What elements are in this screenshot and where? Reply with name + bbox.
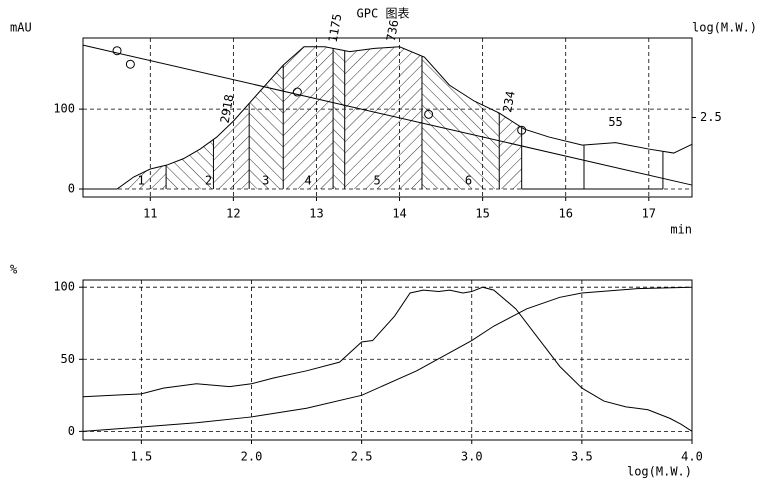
annotation: 234 — [500, 90, 518, 114]
x-tick-label: 16 — [558, 207, 572, 221]
x-axis-label: log(M.W.) — [627, 465, 692, 479]
x-tick-label: 11 — [143, 207, 157, 221]
y2-tick-label: 2.5 — [700, 110, 722, 124]
slice-hatch — [117, 46, 167, 190]
y2-axis-label: log(M.W.) — [692, 21, 757, 35]
slice-label: 2 — [205, 174, 212, 188]
annotation: 736 — [384, 19, 402, 43]
x-tick-label: 12 — [226, 207, 240, 221]
data-line — [82, 286, 693, 432]
chart-title: GPC 图表 — [357, 7, 410, 21]
slice-hatch — [421, 46, 500, 190]
slice-label: 6 — [465, 174, 472, 188]
plot-frame — [82, 37, 693, 198]
y-tick-label: 0 — [68, 424, 75, 438]
y-axis-label: mAU — [10, 21, 32, 35]
calibration-line — [82, 44, 693, 186]
x-tick-label: 4.0 — [681, 450, 703, 464]
x-tick-label: 2.0 — [241, 450, 263, 464]
y-tick-label: 0 — [68, 182, 75, 196]
x-axis-label: min — [670, 223, 692, 237]
data-line — [82, 286, 693, 432]
plot-frame — [82, 279, 693, 441]
calibration-point — [125, 59, 135, 69]
y-tick-label: 50 — [61, 352, 75, 366]
x-tick-label: 17 — [642, 207, 656, 221]
slice-label: 4 — [305, 174, 312, 188]
slice-hatch — [283, 46, 334, 190]
y-axis-label: % — [10, 263, 18, 277]
x-tick-label: 2.5 — [351, 450, 373, 464]
slice-hatch — [249, 46, 284, 190]
slice-label: 1 — [138, 174, 145, 188]
x-tick-label: 15 — [475, 207, 489, 221]
calibration-point — [112, 46, 122, 56]
data-line — [83, 46, 693, 190]
x-tick-label: 14 — [392, 207, 406, 221]
x-tick-label: 13 — [309, 207, 323, 221]
annotation: 1175 — [326, 13, 345, 44]
hatch-group — [117, 46, 522, 190]
calibration-point — [517, 125, 527, 135]
x-tick-label: 3.5 — [571, 450, 593, 464]
slice-hatch — [333, 46, 345, 190]
calibration-point — [424, 109, 434, 119]
x-tick-label: 1.5 — [131, 450, 153, 464]
calibration-point — [292, 87, 302, 97]
annotation: 2918 — [218, 93, 237, 124]
y-tick-label: 100 — [53, 280, 75, 294]
slice-hatch — [166, 46, 214, 190]
annotation: 55 — [608, 115, 622, 129]
x-tick-label: 3.0 — [461, 450, 483, 464]
slice-hatch — [344, 46, 422, 190]
slice-label: 3 — [262, 174, 269, 188]
slice-label: 5 — [373, 174, 380, 188]
y-tick-label: 100 — [53, 102, 75, 116]
